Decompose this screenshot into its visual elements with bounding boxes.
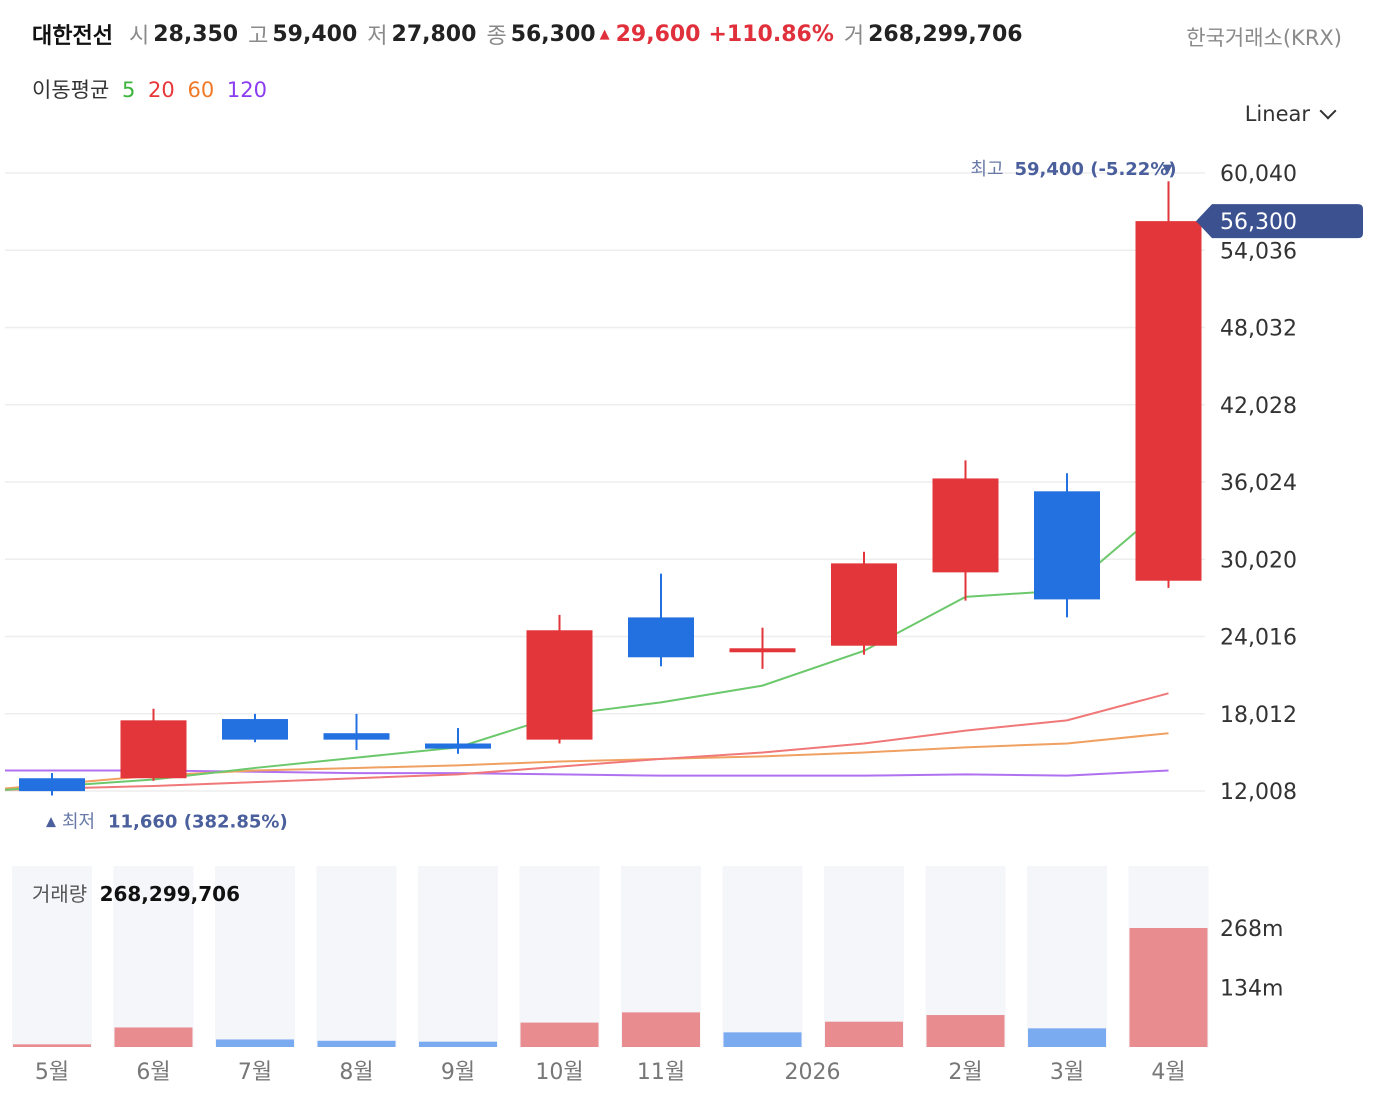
y-tick-label: 12,008 xyxy=(1220,780,1297,805)
close-value: 56,300 xyxy=(510,21,596,47)
volume-bar xyxy=(13,1044,91,1047)
max-marker-label: 최고 xyxy=(971,159,1004,180)
ma-legend-title: 이동평균 xyxy=(32,78,110,102)
moving-average-60-line xyxy=(4,732,1169,790)
min-marker-value: 11,660 (382.85%) xyxy=(108,811,288,832)
max-marker-value: 59,400 (-5.22%) xyxy=(1015,159,1177,180)
x-tick-label: 6월 xyxy=(136,1060,170,1085)
y-tick-label: 48,032 xyxy=(1220,317,1297,342)
volume-bar xyxy=(520,1022,599,1047)
volume-bar xyxy=(216,1039,294,1047)
volume-bar xyxy=(825,1021,903,1047)
x-tick-label: 11월 xyxy=(637,1060,685,1085)
y-tick-label: 42,028 xyxy=(1220,394,1297,419)
close-label: 종 xyxy=(486,24,507,49)
candle-body xyxy=(628,617,694,658)
volume-column-bg xyxy=(113,866,194,1047)
y-tick-label: 30,020 xyxy=(1220,548,1297,573)
exchange-name: 한국거래소(KRX) xyxy=(1186,26,1342,50)
volume-tick-label: 134m xyxy=(1220,977,1283,1002)
x-tick-label: 7월 xyxy=(238,1060,272,1085)
ma-60-label[interactable]: 60 xyxy=(187,78,215,102)
volume-label: 거 xyxy=(843,24,865,49)
volume-column-bg xyxy=(12,866,92,1047)
volume-bar xyxy=(622,1012,700,1047)
candle-body xyxy=(1135,221,1202,581)
candle-body xyxy=(1034,491,1100,600)
volume-column-bg xyxy=(1027,866,1107,1047)
x-tick-label: 2월 xyxy=(948,1060,982,1085)
change-value: 29,600 xyxy=(615,21,701,47)
low-label: 저 xyxy=(367,24,388,49)
x-tick-label: 4월 xyxy=(1151,1060,1185,1085)
y-tick-label: 60,040 xyxy=(1220,162,1297,187)
volume-bar xyxy=(926,1015,1005,1047)
change-percent: +110.86% xyxy=(708,21,834,47)
stock-name: 대한전선 xyxy=(32,24,113,49)
volume-bar xyxy=(317,1040,396,1047)
up-triangle-icon: ▲ xyxy=(599,26,610,42)
y-tick-label: 36,024 xyxy=(1220,471,1297,496)
current-price-label: 56,300 xyxy=(1220,210,1297,235)
moving-average-5-line xyxy=(4,503,1170,791)
volume-panel-label: 거래량 268,299,706 xyxy=(32,878,240,907)
up-triangle-icon: ▲ xyxy=(46,814,56,829)
volume-column-bg xyxy=(316,866,397,1047)
volume-bar xyxy=(1129,928,1208,1047)
high-value: 59,400 xyxy=(272,21,358,47)
scale-selector-label: Linear xyxy=(1244,102,1310,126)
candle-body xyxy=(222,719,288,740)
volume-panel-title: 거래량 xyxy=(32,882,88,906)
candle-body xyxy=(729,648,796,653)
volume-bar xyxy=(723,1032,802,1047)
open-value: 28,350 xyxy=(153,21,239,47)
candle-body xyxy=(932,478,999,573)
moving-average-legend: 이동평균 5 20 60 120 xyxy=(32,74,273,104)
volume-panel-value: 268,299,706 xyxy=(99,882,241,906)
candle-body xyxy=(425,743,491,749)
x-tick-label: 2026 xyxy=(785,1060,841,1085)
x-tick-label: 9월 xyxy=(441,1060,475,1085)
candle-body xyxy=(526,630,593,740)
x-tick-label: 3월 xyxy=(1050,1060,1084,1085)
x-tick-label: 10월 xyxy=(535,1060,583,1085)
y-tick-label: 18,012 xyxy=(1220,703,1297,728)
volume-bar xyxy=(419,1041,497,1047)
min-marker-label: 최저 xyxy=(62,811,95,832)
low-value: 27,800 xyxy=(391,21,477,47)
candle-body xyxy=(19,778,85,792)
volume-column-bg xyxy=(824,866,904,1047)
y-tick-label: 24,016 xyxy=(1220,626,1297,651)
volume-column-bg xyxy=(519,866,600,1047)
volume-column-bg xyxy=(722,866,803,1047)
volume-bar xyxy=(1028,1028,1106,1047)
moving-average-20-line xyxy=(4,692,1169,791)
x-tick-label: 5월 xyxy=(35,1060,69,1085)
x-tick-label: 8월 xyxy=(339,1060,373,1085)
ma-5-label[interactable]: 5 xyxy=(121,78,136,102)
down-triangle-icon: ▼ xyxy=(1163,162,1173,177)
ma-120-label[interactable]: 120 xyxy=(226,78,267,102)
volume-column-bg xyxy=(418,866,498,1047)
volume-value: 268,299,706 xyxy=(868,21,1023,47)
volume-column-bg xyxy=(215,866,295,1047)
current-price-tag xyxy=(1196,204,1363,239)
stock-header: 대한전선 시 28,350 고 59,400 저 27,800 종 56,300… xyxy=(32,18,1033,50)
high-label: 고 xyxy=(248,24,269,49)
open-label: 시 xyxy=(128,24,150,49)
scale-selector[interactable]: Linear xyxy=(1245,102,1338,126)
volume-bar xyxy=(114,1027,193,1047)
candle-body xyxy=(120,720,187,779)
candle-body xyxy=(831,563,897,646)
candle-body xyxy=(323,733,390,740)
y-tick-label: 54,036 xyxy=(1220,239,1297,264)
ma-20-label[interactable]: 20 xyxy=(148,78,175,102)
volume-tick-label: 268m xyxy=(1220,917,1283,942)
